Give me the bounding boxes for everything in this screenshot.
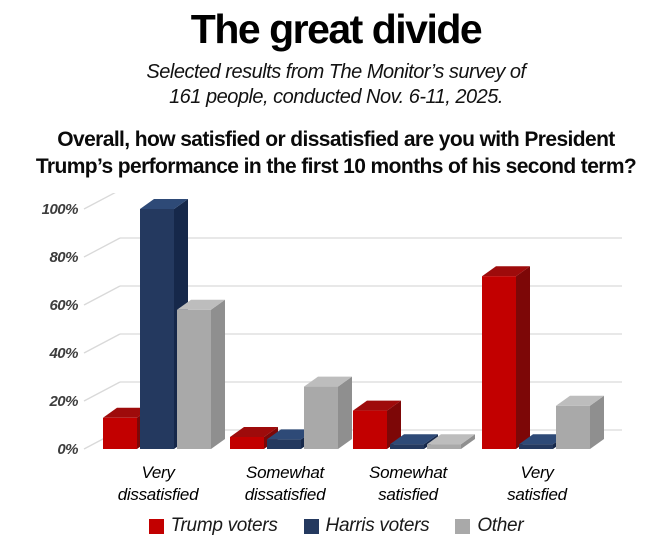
axis-connector [83, 193, 116, 210]
bar-front-face [353, 410, 387, 449]
bar-top-face [482, 266, 530, 277]
survey-question: Overall, how satisfied or dissatisfied a… [0, 126, 672, 180]
bar-top-face [103, 407, 151, 418]
bar-side-face [338, 376, 352, 449]
question-line-2: Trump’s performance in the first 10 mont… [35, 155, 637, 178]
legend-label: Other [477, 515, 524, 536]
bar-side-face [211, 299, 225, 449]
category-label: Very satisfied [507, 463, 568, 504]
legend-swatch-icon [455, 518, 471, 534]
bar-side-face [461, 434, 475, 449]
subtitle-line-1: Selected results from The Monitor’s surv… [146, 61, 526, 83]
bar-top-face [556, 395, 604, 406]
y-axis-tick-label: 100% [42, 201, 79, 218]
legend-label: Trump voters [170, 515, 278, 536]
bar-front-face [390, 444, 424, 449]
axis-connector [83, 381, 121, 402]
bar-top-face [230, 427, 278, 437]
legend-swatch-icon [148, 518, 164, 534]
bar-top-face [267, 429, 315, 440]
legend-item: Trump voters [148, 515, 278, 537]
bar-other-3 [556, 395, 604, 449]
legend-item: Harris voters [303, 515, 430, 537]
bar-other-0 [177, 299, 225, 449]
bar-top-face [390, 434, 438, 445]
bar-front-face [177, 309, 211, 449]
bar-trump-voters-3 [482, 266, 530, 449]
bar-chart-plot: 0% 20% 40% 60% 80% 100% Very dissatisfied Somewh… [42, 193, 622, 504]
y-axis-tick-label: 0% [57, 441, 78, 458]
legend-swatch-icon [303, 518, 319, 534]
bar-top-face [177, 299, 225, 310]
bar-front-face [103, 417, 137, 449]
bar-front-face [304, 386, 338, 449]
axis-connector [83, 333, 121, 354]
legend-label: Harris voters [325, 515, 430, 536]
bar-side-face [590, 395, 604, 449]
bar-front-face [230, 437, 264, 449]
axis-connector [83, 285, 121, 306]
axis-connector [83, 237, 121, 258]
bar-top-face [140, 199, 188, 209]
legend-item: Other [455, 515, 524, 537]
question-line-1: Overall, how satisfied or dissatisfied a… [57, 128, 615, 151]
bar-front-face [556, 405, 590, 449]
category-label: Very dissatisfied [118, 463, 199, 504]
chart-subtitle: Selected results from The Monitor’s surv… [0, 60, 672, 110]
bar-other-2 [427, 434, 475, 449]
y-axis-tick-label: 80% [49, 249, 78, 266]
y-axis-tick-label: 20% [48, 393, 78, 410]
chart-legend: Trump voters Harris voters Other [0, 515, 672, 537]
y-axis-tick-label: 60% [49, 297, 78, 314]
bar-trump-voters-2 [353, 400, 401, 449]
bar-front-face [267, 439, 301, 449]
bar-front-face [482, 276, 516, 449]
category-label: Somewhat dissatisfied [245, 463, 326, 504]
bar-front-face [140, 209, 174, 449]
y-axis-tick-label: 40% [48, 345, 78, 362]
bar-other-1 [304, 376, 352, 449]
bar-top-face [353, 400, 401, 411]
bar-top-face [304, 376, 352, 387]
bar-top-face [519, 434, 567, 445]
bar-front-face [519, 444, 553, 449]
bar-side-face [516, 266, 530, 449]
chart-title: The great divide [190, 6, 483, 52]
category-label: Somewhat satisfied [369, 463, 448, 504]
bar-front-face [427, 444, 461, 449]
subtitle-line-2: 161 people, conducted Nov. 6-11, 2025. [169, 86, 503, 108]
bar-side-face [387, 400, 401, 449]
bar-top-face [427, 434, 475, 445]
